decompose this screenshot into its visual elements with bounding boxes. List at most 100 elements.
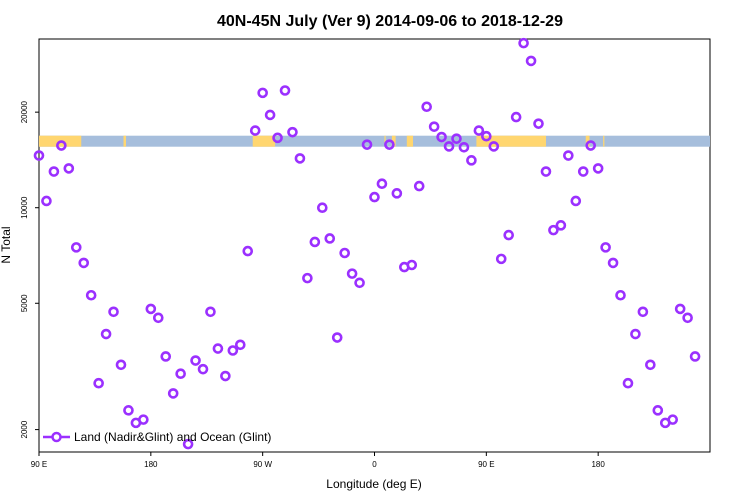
data-point	[488, 141, 500, 152]
data-points	[33, 37, 701, 450]
data-point	[33, 150, 45, 161]
land-segment	[252, 135, 276, 147]
ocean-band	[39, 135, 710, 147]
data-point	[682, 312, 693, 324]
data-point	[384, 139, 395, 150]
data-point	[93, 377, 104, 389]
land-segment	[603, 135, 605, 147]
data-point	[451, 133, 462, 144]
data-point	[540, 166, 552, 177]
data-point	[100, 328, 112, 340]
data-point	[317, 202, 328, 214]
legend: Land (Nadir&Glint) and Ocean (Glint)	[43, 430, 271, 444]
data-point	[495, 253, 507, 265]
data-point	[85, 289, 97, 301]
data-point	[361, 139, 373, 150]
data-point	[637, 306, 649, 318]
land-segment	[391, 135, 396, 147]
y-tick-label: 10000	[20, 196, 29, 219]
data-point	[689, 351, 701, 362]
y-tick-label: 2000	[20, 420, 29, 438]
data-point	[630, 328, 641, 340]
data-point	[548, 224, 559, 236]
data-point	[249, 125, 261, 136]
data-point	[123, 405, 134, 416]
data-point	[466, 155, 477, 166]
x-tick-label: 90 E	[478, 460, 494, 469]
data-point	[160, 351, 172, 362]
legend-label: Land (Nadir&Glint) and Ocean (Glint)	[74, 430, 271, 444]
data-point	[622, 377, 634, 389]
data-point	[421, 101, 432, 113]
data-point	[115, 359, 127, 371]
axes: 90 E 180 90 W 0 90 E 180 2000 5000 10000 20000	[20, 100, 605, 469]
legend-marker	[51, 431, 62, 443]
data-point	[145, 303, 157, 315]
data-point	[190, 355, 201, 366]
data-point	[152, 312, 164, 324]
land-segment	[406, 135, 414, 147]
data-point	[615, 289, 626, 301]
data-point	[652, 405, 664, 416]
data-point	[518, 37, 529, 49]
data-point	[56, 140, 67, 151]
data-point	[413, 180, 425, 192]
data-point	[70, 242, 82, 253]
data-point	[645, 359, 656, 371]
data-point	[197, 363, 209, 375]
data-point	[302, 272, 313, 284]
data-point	[443, 141, 455, 152]
data-point	[242, 245, 254, 257]
data-point	[346, 268, 358, 279]
data-point	[481, 130, 492, 142]
y-axis-label: N Total	[0, 226, 13, 263]
data-point	[436, 131, 447, 143]
data-point	[533, 118, 544, 129]
land-segment	[585, 135, 590, 147]
data-point	[272, 132, 283, 144]
chart-title: 40N-45N July (Ver 9) 2014-09-06 to 2018-…	[217, 13, 563, 30]
x-tick-label: 180	[591, 460, 605, 469]
data-point	[182, 438, 194, 450]
data-point	[369, 191, 380, 203]
data-point	[212, 343, 224, 354]
data-point	[510, 111, 522, 123]
data-point	[458, 141, 470, 153]
x-axis-label: Longitude (deg E)	[326, 477, 421, 491]
data-point	[607, 257, 619, 269]
data-point	[555, 220, 567, 231]
data-point	[108, 306, 119, 318]
data-point	[391, 188, 403, 199]
data-point	[354, 277, 365, 289]
land-ocean-band	[39, 135, 710, 147]
data-point	[78, 257, 90, 269]
data-point	[220, 370, 231, 382]
data-point	[264, 109, 276, 121]
data-point	[48, 166, 60, 177]
x-tick-label: 90 E	[31, 460, 47, 469]
data-point	[428, 121, 440, 132]
data-point	[235, 339, 246, 351]
data-point	[63, 163, 75, 174]
land-segment	[123, 135, 126, 147]
y-tick-label: 5000	[20, 294, 29, 312]
data-point	[503, 229, 515, 241]
land-segment	[384, 135, 386, 147]
data-point	[138, 414, 149, 425]
data-point	[674, 303, 686, 315]
data-point	[175, 368, 186, 379]
data-point	[41, 195, 52, 207]
data-point	[667, 414, 679, 425]
data-point	[592, 163, 604, 174]
y-tick-label: 20000	[20, 100, 29, 123]
data-point	[563, 150, 574, 161]
data-point	[227, 345, 239, 356]
data-point	[279, 85, 291, 96]
data-point	[339, 247, 350, 259]
data-point	[570, 195, 582, 207]
data-point	[473, 125, 485, 136]
data-point	[577, 166, 589, 177]
data-point	[406, 259, 418, 271]
